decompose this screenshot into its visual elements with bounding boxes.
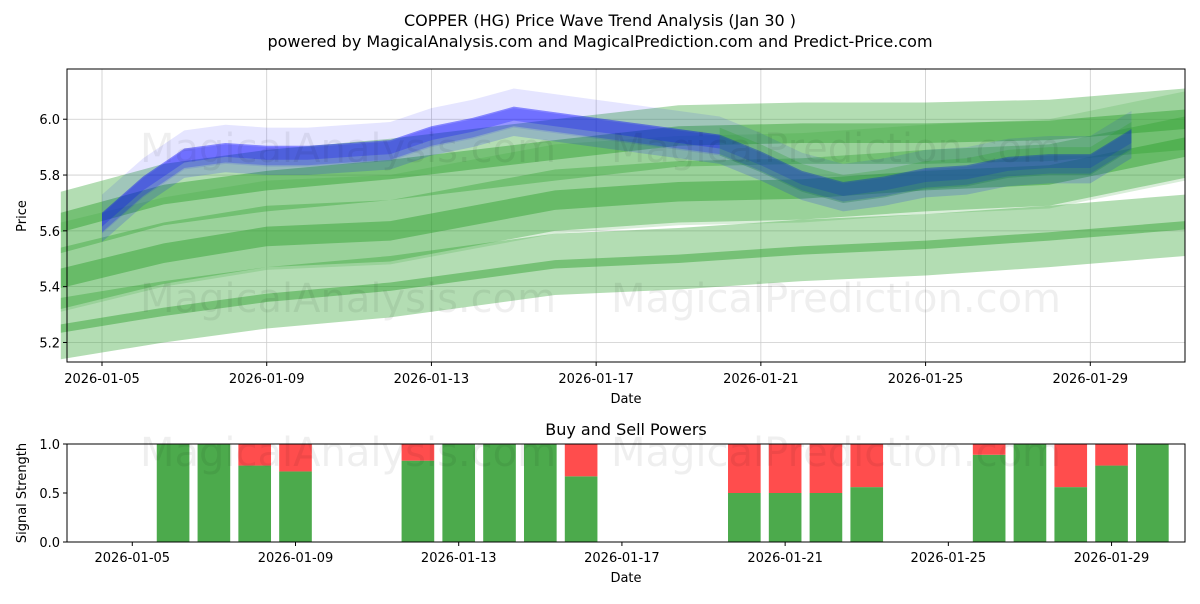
sell-bar bbox=[564, 444, 598, 477]
signal-x-tick-label: 2026-01-25 bbox=[911, 551, 987, 566]
buy-bar bbox=[564, 476, 598, 542]
sell-bar bbox=[972, 444, 1006, 455]
green-trend-core bbox=[60, 221, 1185, 333]
buy-bar bbox=[442, 444, 476, 542]
buy-bar bbox=[401, 460, 435, 542]
buy-bar bbox=[156, 444, 190, 542]
buy-bar bbox=[850, 487, 884, 542]
signal-bars bbox=[156, 444, 1169, 542]
signal-x-tick-label: 2026-01-09 bbox=[258, 551, 334, 566]
price-axis-ticks: 2026-01-05 2026-01-09 2026-01-13 2026-01-17… bbox=[39, 113, 1128, 387]
buy-bar bbox=[972, 454, 1006, 542]
price-y-tick-label: 5.6 bbox=[39, 225, 60, 240]
buy-bar bbox=[1095, 465, 1128, 542]
price-x-tick-label: 2026-01-09 bbox=[229, 372, 305, 387]
watermark-analysis: MagicalAnalysis.com bbox=[140, 430, 556, 476]
sell-bar bbox=[279, 444, 312, 472]
green-trend-band bbox=[60, 88, 1185, 254]
buy-bar bbox=[523, 444, 557, 542]
buy-bar bbox=[1136, 444, 1169, 542]
price-x-tick-label: 2026-01-21 bbox=[723, 372, 799, 387]
signal-x-tick-label: 2026-01-17 bbox=[584, 551, 660, 566]
signal-y-tick-label: 0.0 bbox=[39, 536, 60, 551]
signal-axis-ticks: 2026-01-05 2026-01-09 2026-01-13 2026-01-17… bbox=[39, 438, 1149, 566]
price-y-label: Price bbox=[15, 200, 30, 232]
buy-bar bbox=[1054, 487, 1088, 542]
signal-chart-title: Buy and Sell Powers bbox=[545, 420, 707, 439]
buy-bar bbox=[238, 465, 272, 542]
price-x-tick-label: 2026-01-25 bbox=[888, 372, 964, 387]
green-trend-band bbox=[60, 116, 1185, 309]
price-x-tick-label: 2026-01-05 bbox=[64, 372, 140, 387]
price-y-tick-label: 5.4 bbox=[39, 281, 60, 296]
signal-x-tick-label: 2026-01-29 bbox=[1074, 551, 1150, 566]
price-y-tick-label: 5.8 bbox=[39, 169, 60, 184]
sell-bar bbox=[850, 444, 884, 488]
sell-bar bbox=[809, 444, 843, 493]
blue-wave-band bbox=[102, 106, 1132, 227]
price-x-tick-label: 2026-01-29 bbox=[1053, 372, 1129, 387]
sell-bar bbox=[768, 444, 802, 493]
watermark-analysis: MagicalAnalysis.com bbox=[140, 276, 556, 322]
green-wave-overlay bbox=[719, 122, 1132, 203]
watermark-prediction: MagicalPrediction.com bbox=[611, 430, 1061, 476]
signal-x-label: Date bbox=[610, 571, 641, 586]
price-plot-frame bbox=[66, 68, 1186, 363]
price-grid bbox=[67, 69, 1185, 362]
signal-x-tick-label: 2026-01-13 bbox=[421, 551, 497, 566]
price-x-tick-label: 2026-01-17 bbox=[558, 372, 634, 387]
chart-subtitle: powered by MagicalAnalysis.com and Magic… bbox=[267, 32, 932, 51]
buy-bar bbox=[197, 444, 231, 542]
watermark-prediction: MagicalPrediction.com bbox=[611, 276, 1061, 322]
green-trend-envelope bbox=[60, 91, 1185, 312]
green-trend-core bbox=[60, 109, 1185, 233]
green-trend-core bbox=[60, 137, 1185, 289]
signal-x-tick-label: 2026-01-21 bbox=[747, 551, 823, 566]
buy-bar bbox=[279, 471, 312, 542]
sell-bar bbox=[238, 444, 272, 466]
blue-wave-band bbox=[102, 108, 1132, 243]
buy-bar bbox=[483, 444, 516, 542]
signal-x-tick-label: 2026-01-05 bbox=[95, 551, 171, 566]
buy-bar bbox=[809, 493, 843, 542]
blue-wave-band bbox=[102, 106, 1132, 233]
sell-bar bbox=[401, 444, 435, 461]
buy-bar bbox=[728, 493, 761, 542]
sell-bar bbox=[728, 444, 761, 493]
price-bands bbox=[60, 88, 1185, 360]
buy-bar bbox=[1013, 444, 1047, 542]
chart-title: COPPER (HG) Price Wave Trend Analysis (J… bbox=[404, 11, 796, 30]
price-y-tick-label: 5.2 bbox=[39, 336, 60, 351]
watermark-analysis: MagicalAnalysis.com bbox=[140, 126, 556, 172]
signal-watermarks: MagicalAnalysis.com MagicalPrediction.co… bbox=[140, 430, 1061, 476]
price-x-tick-label: 2026-01-13 bbox=[394, 372, 470, 387]
signal-y-tick-label: 1.0 bbox=[39, 438, 60, 453]
green-trend-band bbox=[60, 194, 1185, 360]
watermark-prediction: MagicalPrediction.com bbox=[611, 126, 1061, 172]
buy-bar bbox=[768, 493, 802, 542]
price-watermarks: MagicalAnalysis.com MagicalPrediction.co… bbox=[140, 126, 1061, 322]
signal-y-label: Signal Strength bbox=[15, 443, 30, 543]
price-y-tick-label: 6.0 bbox=[39, 113, 60, 128]
price-x-label: Date bbox=[610, 392, 641, 407]
blue-wave-band bbox=[102, 88, 1132, 234]
signal-y-tick-label: 0.5 bbox=[39, 487, 60, 502]
sell-bar bbox=[1095, 444, 1128, 466]
sell-bar bbox=[1054, 444, 1088, 488]
